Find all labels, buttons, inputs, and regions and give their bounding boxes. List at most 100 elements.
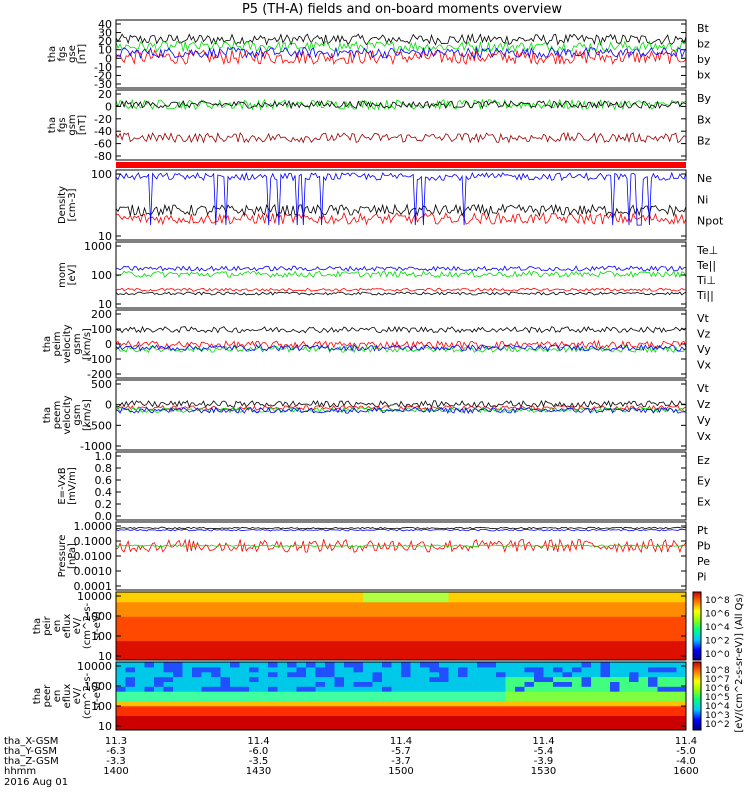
y-tick-label: 0.6 — [95, 474, 113, 487]
legend-entry: bz — [697, 38, 710, 51]
y-axis-label: E=-VxB — [57, 467, 68, 504]
series-pressure-1 — [115, 538, 687, 554]
y-axis-label: [nT] — [77, 115, 88, 135]
y-axis-label: en — [52, 620, 63, 633]
x-tick-label: -6.0 — [249, 746, 269, 757]
y-tick-label: 1000 — [84, 610, 112, 623]
x-tick-label: 1530 — [531, 766, 556, 777]
series-peem_velocity-3 — [115, 406, 687, 415]
y-tick-label: -100 — [87, 353, 112, 366]
panel-peir: 10000 1000 100 10 tha peir en eflux eV/(cm^2-s-s… — [32, 590, 687, 663]
y-tick-label: 500 — [91, 378, 112, 391]
y-tick-label: -1000 — [80, 440, 112, 453]
y-axis-label: Pressure — [57, 535, 68, 578]
y-axis-label: (cm^2-s- — [82, 602, 93, 649]
legend-entry: Pi — [697, 571, 706, 584]
panel-frame — [115, 169, 687, 241]
colorbar-tick: 10^8 — [705, 596, 730, 606]
legend-entry: Ey — [697, 475, 711, 488]
y-axis-label: fgs — [57, 46, 68, 61]
legend-entry: Te|| — [696, 259, 716, 272]
y-tick-label: 0.0 — [95, 510, 113, 523]
chart-title: P5 (TH-A) fields and on-board moments ov… — [242, 2, 562, 17]
legend-entry: Ti⊥ — [696, 274, 716, 287]
panel-frame — [115, 309, 687, 379]
y-axis-label: [km/s] — [82, 399, 93, 431]
panel-frame — [115, 591, 687, 661]
y-tick-label: -60 — [94, 138, 112, 151]
y-tick-label: 10 — [98, 720, 112, 733]
date-label: 2016 Aug 01 — [4, 777, 68, 788]
y-tick-label: 10000 — [77, 590, 112, 603]
x-tick-label: 1430 — [246, 766, 271, 777]
y-tick-label: 20 — [98, 88, 112, 101]
series-pressure-2 — [115, 544, 687, 547]
y-axis-label: eV/ — [72, 617, 83, 634]
y-tick-label: -30 — [94, 78, 112, 91]
panel-temperature: 1000 100 10 mom [eV] Te⊥ Te|| Ti⊥ Ti|| — [57, 240, 718, 311]
series-pressure-3 — [115, 528, 687, 532]
panel-frame — [115, 89, 687, 161]
x-tick-label: 11.4 — [675, 736, 697, 747]
x-tick-label: -3.9 — [534, 756, 554, 767]
colorbar-tick: 10^5 — [705, 693, 730, 703]
panel-frame — [115, 379, 687, 451]
y-tick-label: 100 — [91, 168, 112, 181]
legend-entry: Te⊥ — [696, 244, 718, 257]
x-row-label: tha_Y-GSM — [4, 746, 57, 757]
y-axis-label: peer — [42, 684, 53, 708]
panel-peem_velocity: 500 0 -500 -1000 tha peem velocity gsm [km/s] Vt V… — [42, 378, 712, 453]
legend-entry: Pb — [697, 540, 711, 553]
y-axis-label: gsm — [67, 114, 78, 135]
legend-entry: Ne — [697, 172, 712, 185]
y-tick-label: 0.0100 — [74, 550, 113, 563]
y-axis-label: gsm — [72, 404, 83, 425]
y-tick-label: 0 — [105, 399, 112, 412]
y-axis-label: tha — [47, 46, 58, 62]
y-axis-label: mom — [57, 262, 68, 288]
y-axis-label: [eV] — [67, 265, 78, 286]
legend-entry: Vx — [697, 359, 712, 372]
colorbar-tick: 10^3 — [705, 711, 730, 721]
x-tick-label: -5.7 — [391, 746, 411, 757]
y-axis-label: eflux — [62, 614, 73, 639]
y-tick-label: 40 — [98, 18, 112, 31]
legend-entry: Vx — [697, 430, 712, 443]
y-axis-label: eV/ — [72, 687, 83, 704]
colorbar-tick: 10^0 — [705, 650, 730, 660]
series-temperature-3 — [115, 270, 687, 279]
y-axis-label: sr-eV) — [92, 681, 103, 710]
panel-pressure: 1.0000 0.1000 0.0100 0.0010 0.0001 Pressure [n… — [57, 520, 711, 593]
y-tick-label: -200 — [87, 368, 112, 381]
legend-entry: Bx — [697, 113, 712, 126]
colorbar-tick: 10^4 — [705, 623, 730, 633]
panel-peer: 10000 1000 100 10 tha peer en eflux eV/(cm^2-s-s… — [32, 660, 687, 733]
y-axis-label: eflux — [62, 684, 73, 709]
colorbar-tick: 10^4 — [705, 702, 730, 712]
colorbar-tick: 10^8 — [705, 666, 730, 676]
panel-frame — [115, 521, 687, 591]
y-axis-label: tha — [32, 618, 43, 634]
panel-density: 100 10 Density [cm-3] Ne Ni Npot — [57, 168, 724, 243]
y-tick-label: 10000 — [77, 660, 112, 673]
y-axis-label: velocity — [62, 324, 73, 363]
y-tick-label: 0.4 — [95, 486, 113, 499]
y-axis-label: peem — [52, 401, 63, 429]
legend-entry: Ti|| — [696, 289, 714, 302]
y-axis-label: tha — [47, 117, 58, 133]
series-fgs_gsm-1 — [115, 99, 687, 110]
panel-frame — [115, 241, 687, 309]
series-peim_velocity-1 — [115, 339, 687, 350]
x-row-label: tha_X-GSM — [4, 736, 58, 747]
y-tick-label: -40 — [94, 125, 112, 138]
y-tick-label: 0 — [105, 100, 112, 113]
y-tick-label: 0.2 — [95, 498, 113, 511]
y-axis-label: [nPa] — [67, 543, 78, 569]
colorbar-tick: 10^2 — [705, 720, 730, 730]
legend-entry: By — [697, 92, 712, 105]
legend-entry: Vy — [697, 343, 711, 356]
y-axis-label: tha — [32, 688, 43, 704]
y-tick-label: -80 — [94, 150, 112, 163]
y-tick-label: 10 — [98, 298, 112, 311]
y-axis-label: tha — [42, 336, 53, 352]
